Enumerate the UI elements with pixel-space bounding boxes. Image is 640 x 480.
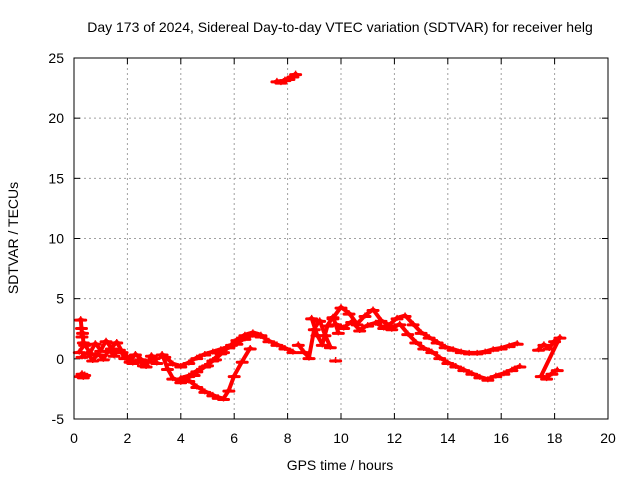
series-outlier-low: [329, 357, 343, 364]
x-tick-label: 10: [333, 430, 349, 446]
y-tick-labels: -5 0 5 10 15 20 25: [48, 50, 64, 427]
point-trail: [309, 315, 319, 337]
y-tick-label: 20: [48, 110, 64, 126]
series-hump-upper: [326, 304, 524, 356]
x-tick-label: 6: [230, 430, 238, 446]
series-early-drop: [74, 370, 92, 380]
point-trail: [160, 352, 170, 371]
series-early-spike: [74, 316, 90, 345]
y-tick-label: 10: [48, 231, 64, 247]
x-tick-label: 4: [177, 430, 185, 446]
x-tick-label: 12: [387, 430, 403, 446]
x-axis-label: GPS time / hours: [287, 457, 394, 473]
y-tick-label: 0: [56, 351, 64, 367]
y-tick-label: 5: [56, 291, 64, 307]
point-trail: [149, 353, 159, 365]
point-trail: [282, 346, 295, 354]
y-tick-label: -5: [52, 411, 65, 427]
x-tick-label: 14: [440, 430, 456, 446]
grid: [74, 58, 608, 419]
point-trail: [232, 359, 245, 378]
point-trail: [539, 335, 562, 378]
point-trail: [320, 323, 330, 347]
series-dip-track-d: [155, 341, 239, 385]
series-outlier-high: [270, 70, 303, 86]
x-tick-label: 20: [600, 430, 616, 446]
series-hump-lower: [329, 318, 527, 383]
series-late-cluster: [532, 334, 567, 382]
point-trail: [221, 342, 234, 354]
point-trail: [226, 373, 237, 393]
y-axis-label: SDTVAR / TECUs: [5, 182, 21, 294]
series-dip-track-c: [182, 345, 257, 402]
point-trail: [507, 341, 520, 348]
point-trail: [330, 305, 343, 320]
point-trail: [240, 346, 253, 364]
x-tick-label: 16: [493, 430, 509, 446]
y-tick-label: 15: [48, 170, 64, 186]
y-tick-label: 25: [48, 50, 64, 66]
x-tick-label: 2: [124, 430, 132, 446]
point-trail: [178, 372, 197, 384]
plot-frame: [73, 57, 609, 420]
point-trail: [371, 307, 384, 323]
data-points: [72, 70, 567, 402]
point-trail: [509, 364, 522, 372]
x-tick-label: 0: [70, 430, 78, 446]
point-trail: [397, 321, 410, 336]
series-dip-track-a: [158, 331, 300, 370]
x-tick-labels: 0 2 4 6 8 10 12 14 16 18 20: [70, 430, 616, 446]
chart-title: Day 173 of 2024, Sidereal Day-to-day VTE…: [87, 19, 593, 35]
x-tick-label: 18: [547, 430, 563, 446]
series-early-lower: [75, 346, 164, 370]
point-trail: [549, 367, 560, 376]
point-trail: [250, 330, 263, 337]
point-trail: [306, 326, 317, 360]
point-trail: [80, 330, 86, 344]
point-trail: [81, 372, 87, 379]
point-trail: [290, 71, 298, 79]
x-tick-label: 8: [284, 430, 292, 446]
point-trail: [192, 362, 210, 377]
